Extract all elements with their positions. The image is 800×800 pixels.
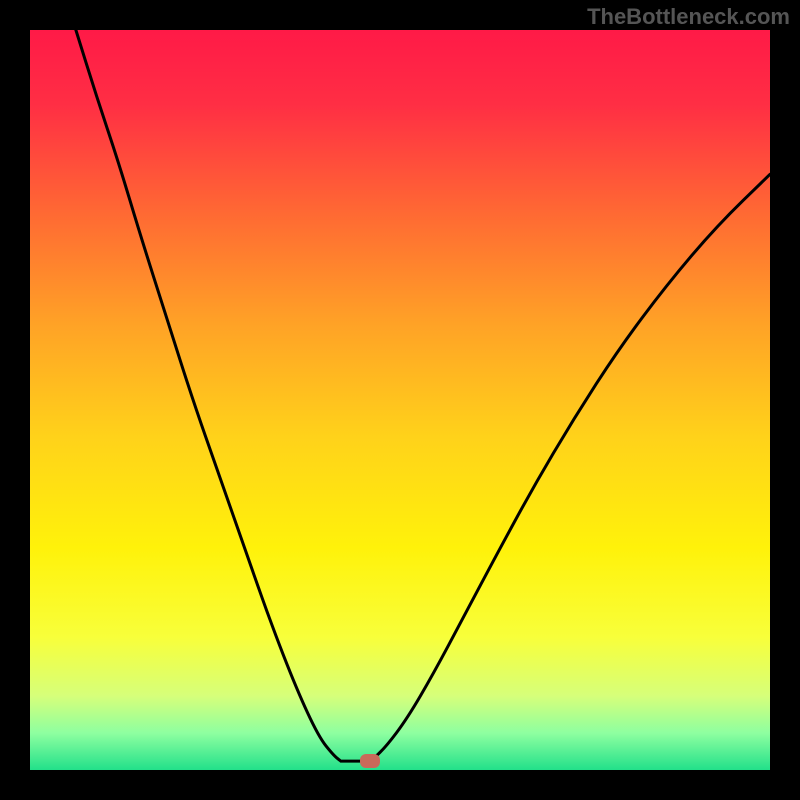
bottleneck-curve bbox=[30, 30, 770, 770]
watermark-text: TheBottleneck.com bbox=[587, 4, 790, 30]
optimum-marker bbox=[360, 754, 380, 768]
plot-area bbox=[30, 30, 770, 770]
chart-container: TheBottleneck.com bbox=[0, 0, 800, 800]
